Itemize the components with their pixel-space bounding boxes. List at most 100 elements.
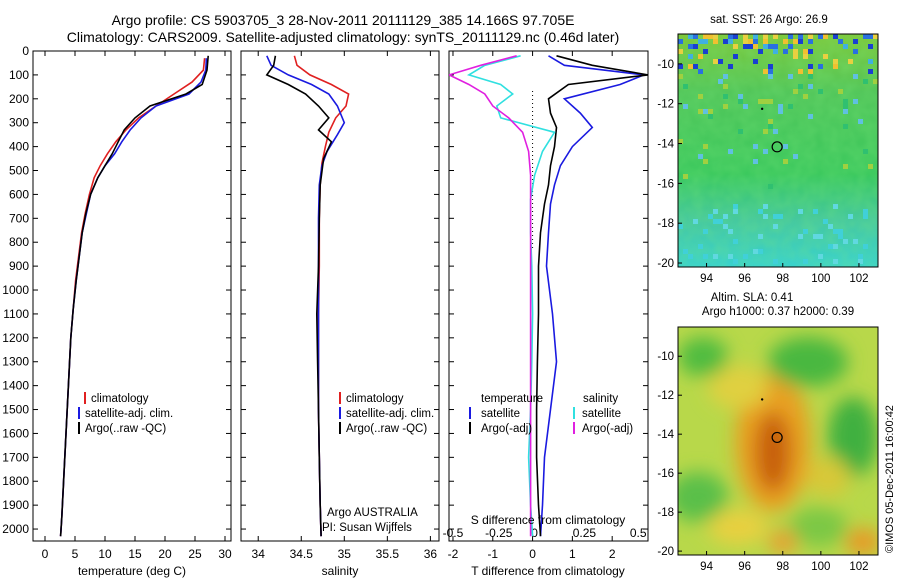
- sst-pixel: [818, 34, 823, 39]
- map-y-tick-label: -14: [657, 429, 674, 441]
- series-satellite-adj-clim: [266, 55, 346, 537]
- difference-xlabel2: S difference from climatology: [471, 513, 626, 527]
- map-y-tick-label: -10: [657, 351, 674, 363]
- legend-label-s-satellite: satellite: [582, 408, 621, 420]
- sst-pixel: [788, 74, 793, 79]
- sst-map-axes: 94 96 98 100 102 -10 -12 -14 -16 -18 -20: [657, 59, 868, 285]
- sst-pixel: [828, 224, 833, 229]
- sst-pixel: [763, 129, 768, 134]
- sst-pixel: [768, 184, 773, 189]
- sst-pixel: [753, 249, 758, 254]
- sst-pixel: [678, 74, 683, 79]
- sst-pixel: [763, 204, 768, 209]
- sst-map: [678, 34, 878, 267]
- map-x-tick-label: 94: [700, 561, 713, 573]
- sst-pixel: [703, 39, 708, 44]
- sst-pixel: [693, 44, 698, 49]
- x-tick-label: -2: [448, 547, 459, 561]
- sst-pixel: [763, 214, 768, 219]
- sst-pixel: [773, 224, 778, 229]
- difference-legend: temperature satellite Argo(-adj) salinit…: [469, 393, 633, 435]
- sst-pixel: [763, 69, 768, 74]
- sla-map: [678, 327, 878, 555]
- sst-pixel: [808, 49, 813, 54]
- sst-pixel: [703, 159, 708, 164]
- sst-pixel: [773, 259, 778, 264]
- x-tick-label: 34: [252, 547, 266, 561]
- s-tick-label: 0.5: [630, 526, 647, 540]
- y-tick-label: 300: [9, 116, 29, 130]
- map-x-tick-label: 96: [738, 273, 751, 285]
- difference-xlabel: T difference from climatology: [471, 564, 625, 578]
- difference-panel-frame: [448, 50, 649, 542]
- y-tick-label: 100: [9, 68, 29, 82]
- map-y-tick-label: -14: [657, 139, 674, 151]
- sst-pixel: [783, 144, 788, 149]
- sst-map-frame: [677, 33, 879, 268]
- sst-pixel: [698, 109, 703, 114]
- sst-pixel: [703, 229, 708, 234]
- sst-pixel: [843, 109, 848, 114]
- sst-pixel: [788, 44, 793, 49]
- sst-pixel: [718, 219, 723, 224]
- map-x-tick-label: 98: [776, 273, 789, 285]
- sst-pixel: [808, 74, 813, 79]
- sst-pixel: [803, 49, 808, 54]
- salinity-panel-frame: [240, 50, 440, 542]
- series-satellite-adj-clim: [59, 58, 208, 537]
- sst-pixel: [773, 129, 778, 134]
- sst-pixel: [758, 49, 763, 54]
- sst-pixel: [793, 39, 798, 44]
- sst-pixel: [813, 234, 818, 239]
- sst-pixel: [833, 229, 838, 234]
- y-tick-label: 600: [9, 187, 29, 201]
- sst-pixel: [803, 54, 808, 59]
- sst-pixel: [733, 239, 738, 244]
- sst-pixel: [728, 39, 733, 44]
- sst-pixel: [768, 99, 773, 104]
- salinity-legend: climatology satellite-adj. clim. Argo(..…: [339, 392, 434, 435]
- sst-pixel: [863, 34, 868, 39]
- sst-pixel: [738, 99, 743, 104]
- sst-pixel: [713, 39, 718, 44]
- legend-label-satellite: satellite-adj. clim.: [346, 408, 434, 420]
- sst-pixel: [858, 259, 863, 264]
- sst-pixel: [773, 34, 778, 39]
- salinity-xlabel: salinity: [322, 564, 359, 578]
- temperature-xlabel: temperature (deg C): [78, 564, 186, 578]
- legend-title-temperature: temperature: [481, 393, 543, 405]
- sst-pixel: [728, 149, 733, 154]
- map-x-tick-label: 100: [811, 273, 830, 285]
- sst-pixel: [698, 54, 703, 59]
- sst-pixel: [708, 34, 713, 39]
- sst-pixel: [783, 39, 788, 44]
- map-y-tick-label: -12: [657, 99, 674, 111]
- sst-pixel: [678, 64, 683, 69]
- float-program: Argo AUSTRALIA: [327, 507, 418, 519]
- map-x-tick-label: 96: [738, 561, 751, 573]
- sst-pixel: [768, 44, 773, 49]
- y-tick-label: 700: [9, 211, 29, 225]
- sst-pixel: [753, 59, 758, 64]
- sst-pixel: [793, 89, 798, 94]
- sst-pixel: [803, 229, 808, 234]
- sst-pixel: [808, 34, 813, 39]
- sst-pixel: [793, 54, 798, 59]
- header-line1: Argo profile: CS 5903705_3 28-Nov-2011 2…: [112, 12, 575, 28]
- sst-pixel: [733, 44, 738, 49]
- sst-pixel: [683, 174, 688, 179]
- y-tick-label: 1700: [2, 450, 29, 464]
- sst-pixel: [843, 44, 848, 49]
- sst-pixel: [698, 39, 703, 44]
- sst-pixel: [873, 79, 878, 84]
- sst-pixel: [778, 104, 783, 109]
- sst-pixel: [808, 39, 813, 44]
- sst-pixel: [743, 104, 748, 109]
- sst-pixel: [788, 104, 793, 109]
- map-y-tick-label: -10: [657, 59, 674, 71]
- sst-pixel: [698, 154, 703, 159]
- salinity-plot: 34 34.5 35 35.5 36: [241, 50, 439, 561]
- sst-pixel: [838, 229, 843, 234]
- legend-label-climatology: climatology: [91, 393, 149, 405]
